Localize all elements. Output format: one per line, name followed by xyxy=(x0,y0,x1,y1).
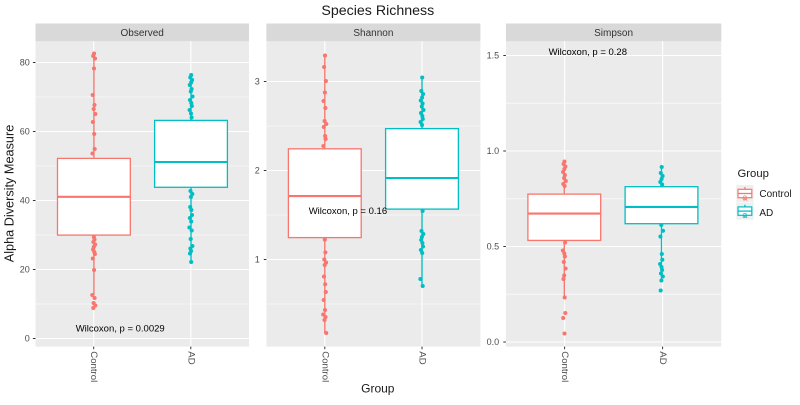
svg-text:AD: AD xyxy=(759,208,773,219)
svg-text:0: 0 xyxy=(25,334,30,344)
svg-text:0.5: 0.5 xyxy=(487,242,500,252)
svg-text:Control: Control xyxy=(88,351,99,382)
svg-text:Group: Group xyxy=(361,382,395,396)
svg-text:AD: AD xyxy=(657,351,668,364)
svg-text:Shannon: Shannon xyxy=(353,28,393,39)
svg-text:2: 2 xyxy=(255,166,260,176)
svg-text:0.0: 0.0 xyxy=(487,337,500,347)
svg-text:Wilcoxon, p = 0.16: Wilcoxon, p = 0.16 xyxy=(309,206,387,217)
svg-text:AD: AD xyxy=(185,351,196,364)
svg-text:Alpha Diversity Measure: Alpha Diversity Measure xyxy=(3,125,17,263)
svg-text:Observed: Observed xyxy=(121,28,164,39)
svg-text:Simpson: Simpson xyxy=(594,28,633,39)
svg-text:Control: Control xyxy=(759,189,791,200)
svg-text:Wilcoxon, p = 0.0029: Wilcoxon, p = 0.0029 xyxy=(76,324,165,335)
svg-text:a: a xyxy=(742,192,747,202)
svg-text:Group: Group xyxy=(738,168,769,180)
svg-text:Control: Control xyxy=(559,351,570,382)
svg-text:AD: AD xyxy=(416,351,427,364)
svg-text:1.0: 1.0 xyxy=(487,146,500,156)
svg-text:40: 40 xyxy=(20,196,30,206)
svg-text:Species Richness: Species Richness xyxy=(321,3,434,19)
svg-text:20: 20 xyxy=(20,265,30,275)
svg-text:Wilcoxon, p = 0.28: Wilcoxon, p = 0.28 xyxy=(549,47,627,58)
svg-text:a: a xyxy=(742,210,747,220)
svg-text:3: 3 xyxy=(255,77,260,87)
svg-text:1: 1 xyxy=(255,255,260,265)
svg-text:60: 60 xyxy=(20,127,30,137)
svg-text:Control: Control xyxy=(319,351,330,382)
svg-text:80: 80 xyxy=(20,58,30,68)
svg-text:1.5: 1.5 xyxy=(487,51,500,61)
